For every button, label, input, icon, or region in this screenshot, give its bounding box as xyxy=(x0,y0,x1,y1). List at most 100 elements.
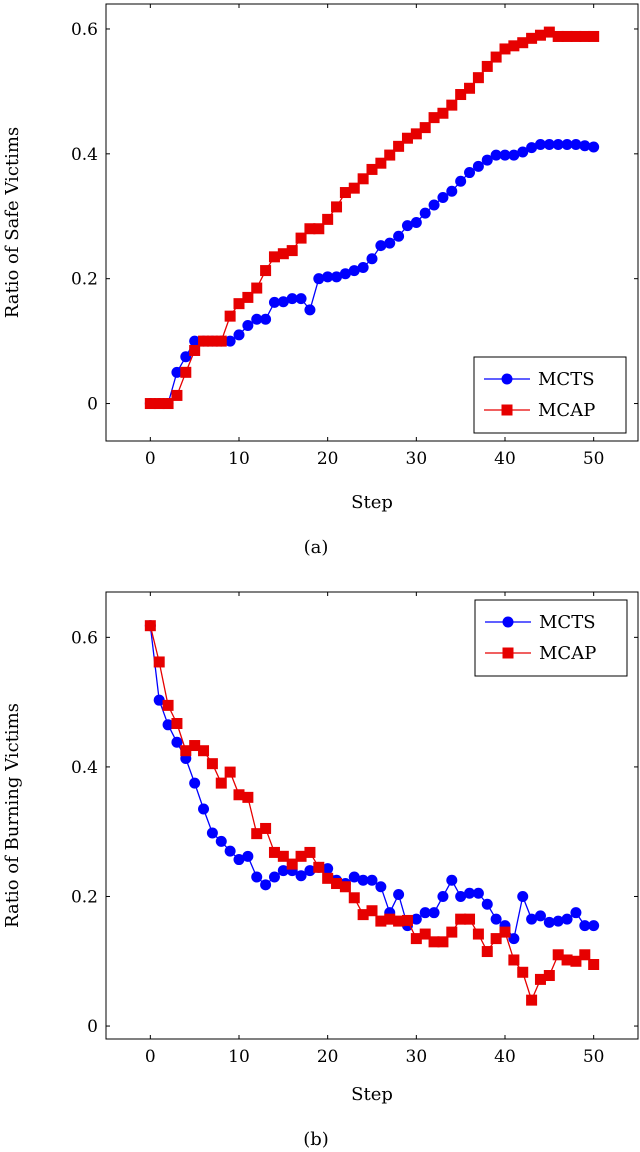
chart-b-series-mcts-point xyxy=(552,915,564,927)
chart-b-series-mcap-point xyxy=(455,913,467,925)
chart-b-series-mcap-point xyxy=(198,745,210,757)
chart-a-series-mcts-point xyxy=(419,207,431,219)
chart-b-series-mcap-point xyxy=(206,758,218,770)
chart-a-series-mcap-point xyxy=(144,398,156,410)
chart-b-series-mcts-point xyxy=(393,889,405,901)
chart-a-series-mcts-point xyxy=(251,313,263,325)
chart-b-series-mcts-point xyxy=(268,871,280,883)
chart-a-series-mcap-point xyxy=(286,245,298,257)
chart-a-series-mcap-point xyxy=(472,72,484,84)
chart-b-series-mcap-point xyxy=(534,973,546,985)
chart-a-ytick-label: 0.4 xyxy=(71,145,98,165)
chart-b-series-mcap-point xyxy=(357,909,369,921)
chart-a-legend-mcap-marker xyxy=(501,404,513,416)
chart-a-series-mcap-line xyxy=(150,31,594,405)
chart-a-series-mcts-point xyxy=(295,293,307,305)
chart-b-series-mcap-point xyxy=(331,878,343,890)
chart-b-series-mcap-point xyxy=(472,928,484,940)
chart-b-ytick-label: 0.4 xyxy=(71,758,98,778)
chart-b-series-mcap-point xyxy=(375,915,387,927)
chart-b-series-mcap-point xyxy=(251,828,263,840)
chart-b-series-mcts-point xyxy=(348,871,360,883)
chart-b-series-mcts-point xyxy=(251,871,263,883)
chart-b-series-mcts-point xyxy=(277,865,289,877)
chart-a-ytick-label: 0 xyxy=(87,395,98,415)
chart-b-series-mcts-point xyxy=(446,874,458,886)
chart-a-series-mcap-point xyxy=(260,265,272,277)
chart-a-series-mcap-point xyxy=(198,335,210,347)
chart-b-legend-mcap-marker xyxy=(502,647,514,659)
chart-a-ytick-label: 0.6 xyxy=(71,20,98,40)
chart-a-series-mcts-point xyxy=(428,199,440,211)
chart-b-series-mcap-point xyxy=(393,915,405,927)
chart-a-legend-mcts-label: MCTS xyxy=(538,369,595,390)
chart-b-series-mcap-point xyxy=(153,656,165,668)
chart-b-series-mcap-point xyxy=(162,699,174,711)
chart-b-series-mcap-point xyxy=(446,926,458,938)
chart-a-series-mcap-point xyxy=(393,140,405,152)
chart-b: 0 10 20 30 40 50 0 0.2 0.4 0.6 Step Ratio of Burn… xyxy=(2,591,639,1150)
chart-a-series-mcts-point xyxy=(268,296,280,308)
chart-a-series-mcap-point xyxy=(322,213,334,225)
chart-b-series-mcts-point xyxy=(561,913,573,925)
chart-a-xtick-label: 10 xyxy=(228,449,250,469)
chart-b-series-mcts-point xyxy=(224,845,236,857)
chart-a-xlabel: Step xyxy=(351,492,393,513)
chart-a-ytick-label: 0.2 xyxy=(71,270,98,290)
chart-b-series-mcts-point xyxy=(206,827,218,839)
chart-a-series-mcap-point xyxy=(534,29,546,41)
chart-b-series-mcts-point xyxy=(543,916,555,928)
chart-a-series-mcts-point xyxy=(233,329,245,341)
chart-b-legend-mcap-label: MCAP xyxy=(539,643,596,664)
chart-a-xtick-label: 0 xyxy=(145,449,156,469)
chart-b-ytick-label: 0.6 xyxy=(71,628,98,648)
chart-b-series-mcap-point xyxy=(552,949,564,961)
chart-a-series-mcap-point xyxy=(171,389,183,401)
chart-a-series-mcap-point xyxy=(464,82,476,94)
chart-b-ytick-label: 0.2 xyxy=(71,887,98,907)
chart-a-series-mcap-point xyxy=(268,251,280,263)
chart-a-caption: (a) xyxy=(304,537,329,558)
chart-a-series-mcap-point xyxy=(499,43,511,55)
chart-a-series-mcts-point xyxy=(304,304,316,316)
chart-a-series-mcap-point xyxy=(233,298,245,310)
chart-b-series-mcts-point xyxy=(508,933,520,945)
chart-a-xtick-label: 40 xyxy=(494,449,516,469)
chart-a-series-mcap-point xyxy=(526,32,538,44)
chart-b-series-mcap-point xyxy=(517,966,529,978)
chart-b-series-mcts-point xyxy=(189,777,201,789)
chart-a-series-mcts-point xyxy=(570,138,582,150)
chart-a-series-mcap-point xyxy=(295,232,307,244)
chart-b-series-mcts-point xyxy=(375,881,387,893)
chart-a-series-mcts-point xyxy=(384,237,396,249)
chart-a-series-mcts-point xyxy=(464,167,476,179)
chart-a-legend: MCTS MCAP xyxy=(473,356,627,434)
chart-b-series-mcts-point xyxy=(260,879,272,891)
chart-a-series-mcts-point xyxy=(499,149,511,161)
chart-b-series-mcts-point xyxy=(153,694,165,706)
chart-b-series-mcts-point xyxy=(304,865,316,877)
chart-a-series-mcts-point xyxy=(446,185,458,197)
chart-b-series-mcts-point xyxy=(410,913,422,925)
chart-b-series-mcap-point xyxy=(304,846,316,858)
chart-a-legend-mcts-marker xyxy=(501,373,513,385)
chart-b-series-mcap-point xyxy=(401,914,413,926)
chart-a-series-mcap-point xyxy=(570,30,582,42)
chart-b-series-mcts-point xyxy=(570,907,582,919)
chart-b-xlabel: Step xyxy=(351,1084,393,1105)
chart-b-series-mcap-point xyxy=(508,954,520,966)
chart-b-ylabel: Ratio of Burning Victims xyxy=(2,703,23,928)
chart-b-series-mcap-point xyxy=(499,926,511,938)
chart-b-series-mcap-point xyxy=(260,822,272,834)
chart-b-series-mcts-point xyxy=(419,907,431,919)
chart-a-xtick-label: 20 xyxy=(317,449,339,469)
chart-b-xtick-label: 40 xyxy=(494,1047,516,1067)
chart-a-series-mcts-point xyxy=(260,313,272,325)
chart-b-series-mcap-point xyxy=(295,850,307,862)
chart-a-series-mcap-point xyxy=(401,132,413,144)
chart-b-xtick-label: 0 xyxy=(145,1047,156,1067)
chart-a-series-mcts-point xyxy=(517,146,529,158)
chart-a-series-mcts-point xyxy=(357,261,369,273)
chart-b-caption: (b) xyxy=(303,1129,329,1150)
chart-a-series-mcap-point xyxy=(162,398,174,410)
